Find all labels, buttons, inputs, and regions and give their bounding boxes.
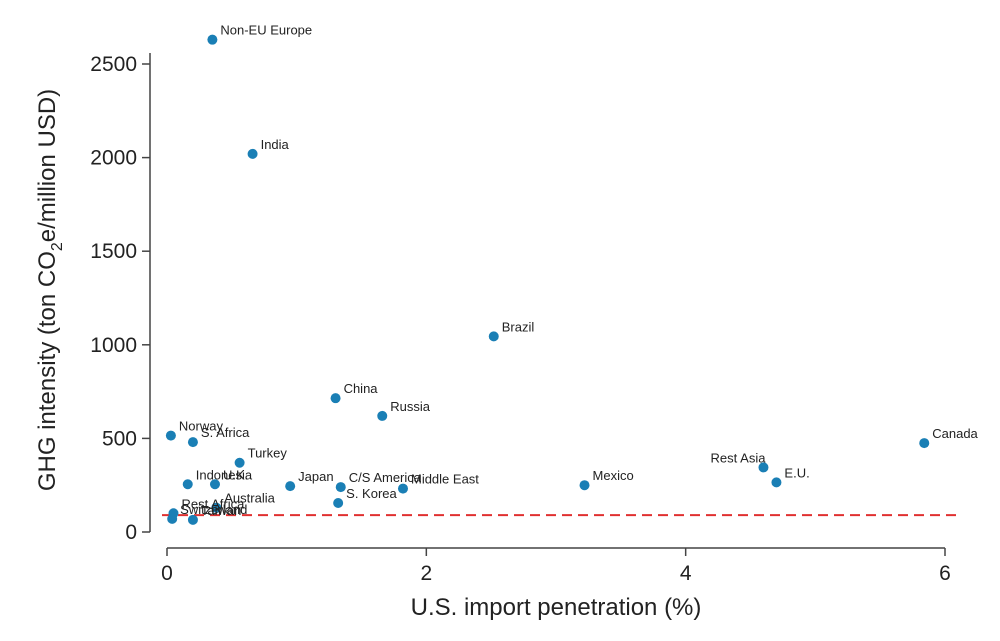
data-point [771,477,782,488]
data-point [207,34,218,45]
point-label: Middle East [411,472,479,487]
point-label: Mexico [593,468,634,483]
data-point [165,430,176,441]
data-point [234,457,245,468]
data-point [333,497,344,508]
point-label: S. Africa [201,425,250,440]
point-label: Indonesia [196,467,253,482]
data-point [579,480,590,491]
point-label: Non-EU Europe [220,23,312,38]
x-tick-label: 6 [939,562,951,585]
data-point [330,393,341,404]
point-label: Russia [390,399,431,414]
point-label: Norway [179,419,224,434]
point-label: Brazil [502,319,535,334]
y-tick-label: 1000 [90,334,137,357]
data-point [377,410,388,421]
point-label: Rest Asia [711,450,767,465]
point-label: Taiwan [201,503,241,518]
data-point [247,148,258,159]
data-point [182,479,193,490]
y-tick-label: 2500 [90,53,137,76]
point-label: Switzerland [180,502,247,517]
data-point [488,331,499,342]
x-tick-label: 4 [680,562,692,585]
x-tick-label: 2 [420,562,432,585]
x-axis-title: U.S. import penetration (%) [411,594,702,621]
point-label: Australia [224,491,275,506]
data-point [397,483,408,494]
data-point [167,513,178,524]
point-label: S. Korea [346,486,397,501]
y-axis-title: GHG intensity (ton CO2e/million USD) [34,89,66,491]
data-point [209,479,220,490]
data-point [919,438,930,449]
point-label: C/S America [349,470,422,485]
y-tick-label: 500 [102,427,137,450]
x-tick-label: 0 [161,562,173,585]
y-tick-label: 0 [125,521,137,544]
point-label: China [344,381,379,396]
data-point [187,437,198,448]
data-point [211,502,222,513]
data-point [335,482,346,493]
point-label: Turkey [248,446,288,461]
y-tick-label: 1500 [90,240,137,263]
point-label: Japan [298,469,333,484]
data-point [187,514,198,525]
point-label: India [261,137,290,152]
point-label: E.U. [784,465,809,480]
data-point [758,462,769,473]
point-label: Rest Africa [181,496,245,511]
point-label: U.K. [223,467,248,482]
point-label: Canada [932,426,978,441]
data-point [285,481,296,492]
y-tick-label: 2000 [90,147,137,170]
